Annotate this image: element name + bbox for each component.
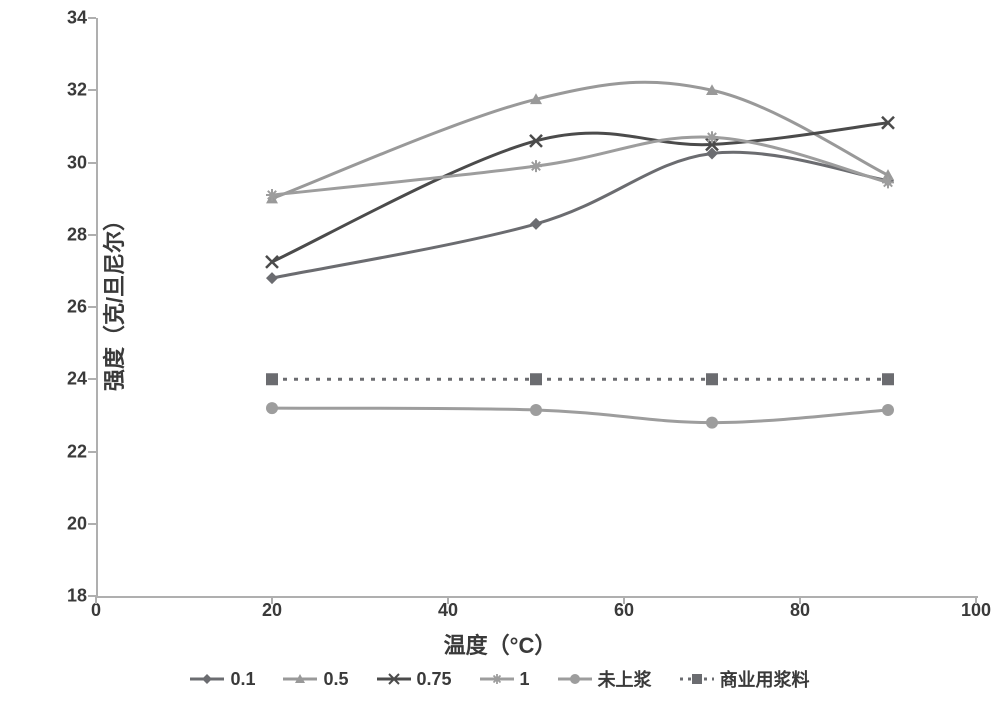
chart-svg: [96, 18, 976, 596]
legend-item: 0.5: [283, 669, 348, 690]
legend-item: 商业用浆料: [680, 666, 810, 692]
ytick-label: 30: [67, 152, 87, 173]
legend-item: 未上浆: [558, 666, 652, 692]
ytick-label: 20: [67, 513, 87, 534]
ytick-label: 22: [67, 441, 87, 462]
ytick-label: 26: [67, 297, 87, 318]
x-axis-title: 温度（°C）: [444, 628, 557, 660]
legend-item: 1: [480, 669, 530, 690]
legend-item: 0.75: [377, 669, 452, 690]
ytick-label: 24: [67, 369, 87, 390]
legend-label: 0.5: [323, 669, 348, 690]
legend-label: 商业用浆料: [720, 666, 810, 692]
legend-item: 0.1: [190, 669, 255, 690]
ytick-label: 32: [67, 80, 87, 101]
legend-label: 0.1: [230, 669, 255, 690]
legend-label: 未上浆: [598, 666, 652, 692]
legend-label: 0.75: [417, 669, 452, 690]
legend-label: 1: [520, 669, 530, 690]
chart-container: 强度（克/旦尼尔） 温度（°C） 18202224262830323402040…: [0, 0, 1000, 709]
ytick-label: 34: [67, 8, 87, 29]
ytick-label: 18: [67, 586, 87, 607]
legend: 0.1 0.5 0.75 1 未上浆 商业用浆料: [0, 666, 1000, 692]
ytick-label: 28: [67, 224, 87, 245]
